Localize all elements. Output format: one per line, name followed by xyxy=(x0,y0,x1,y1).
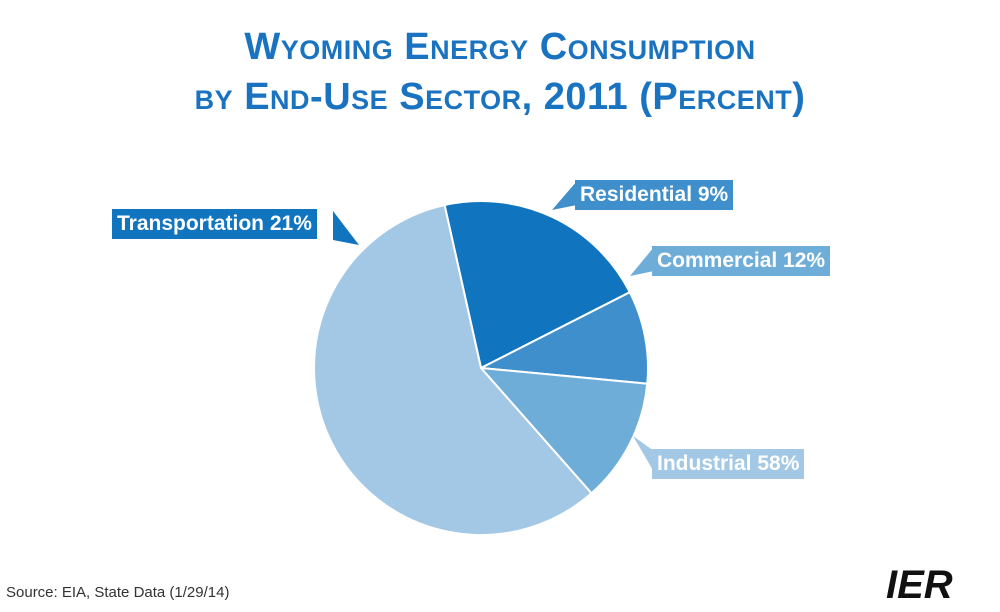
source-note: Source: EIA, State Data (1/29/14) xyxy=(6,584,230,601)
label-pointer-residential xyxy=(552,181,577,210)
slice-label-residential: Residential 9% xyxy=(575,180,734,210)
chart-title-line-1: Wyoming Energy Consumption xyxy=(244,26,756,68)
slice-label-transportation: Transportation 21% xyxy=(112,209,317,239)
label-pointer-transportation xyxy=(333,211,359,245)
pie-slice-industrial xyxy=(313,203,593,536)
label-pointer-commercial xyxy=(630,247,654,276)
pie-slice-residential xyxy=(477,290,649,385)
label-pointer-industrial xyxy=(633,436,654,472)
slice-label-industrial: Industrial 58% xyxy=(652,449,805,479)
slice-label-commercial: Commercial 12% xyxy=(652,246,831,276)
chart-title-line-2: by End-Use Sector, 2011 (Percent) xyxy=(194,76,806,118)
svg-text:IER: IER xyxy=(886,563,953,602)
pie-slice-commercial xyxy=(478,366,649,495)
pie-slice-transportation xyxy=(443,200,632,370)
ier-logo: IER xyxy=(886,563,953,602)
